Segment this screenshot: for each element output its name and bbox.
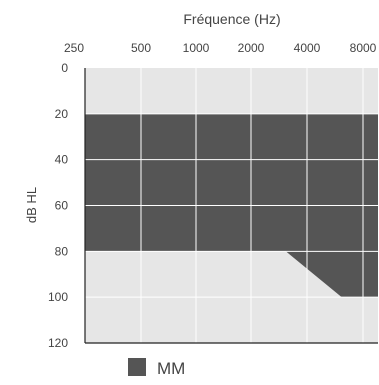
x-tick-labels: 250 500 1000 2000 4000 8000 [64,41,377,55]
x-axis-title: Fréquence (Hz) [183,11,280,27]
x-tick-label: 8000 [350,41,377,55]
x-tick-label: 250 [64,41,84,55]
y-tick-label: 120 [48,336,68,350]
y-tick-labels: 0 20 40 60 80 100 120 [48,61,68,350]
x-tick-label: 500 [131,41,151,55]
legend: MM [128,358,185,378]
grid-layer [85,68,378,343]
x-tick-label: 4000 [294,41,321,55]
y-tick-label: 80 [55,244,69,258]
y-tick-label: 100 [48,290,68,304]
y-axis-title: dB HL [24,187,39,223]
legend-swatch [128,358,146,376]
x-tick-label: 2000 [238,41,265,55]
x-tick-label: 1000 [183,41,210,55]
y-tick-label: 60 [55,199,69,213]
y-tick-label: 20 [55,107,69,121]
y-tick-label: 0 [61,61,68,75]
y-tick-label: 40 [55,153,69,167]
legend-label: MM [157,359,185,378]
